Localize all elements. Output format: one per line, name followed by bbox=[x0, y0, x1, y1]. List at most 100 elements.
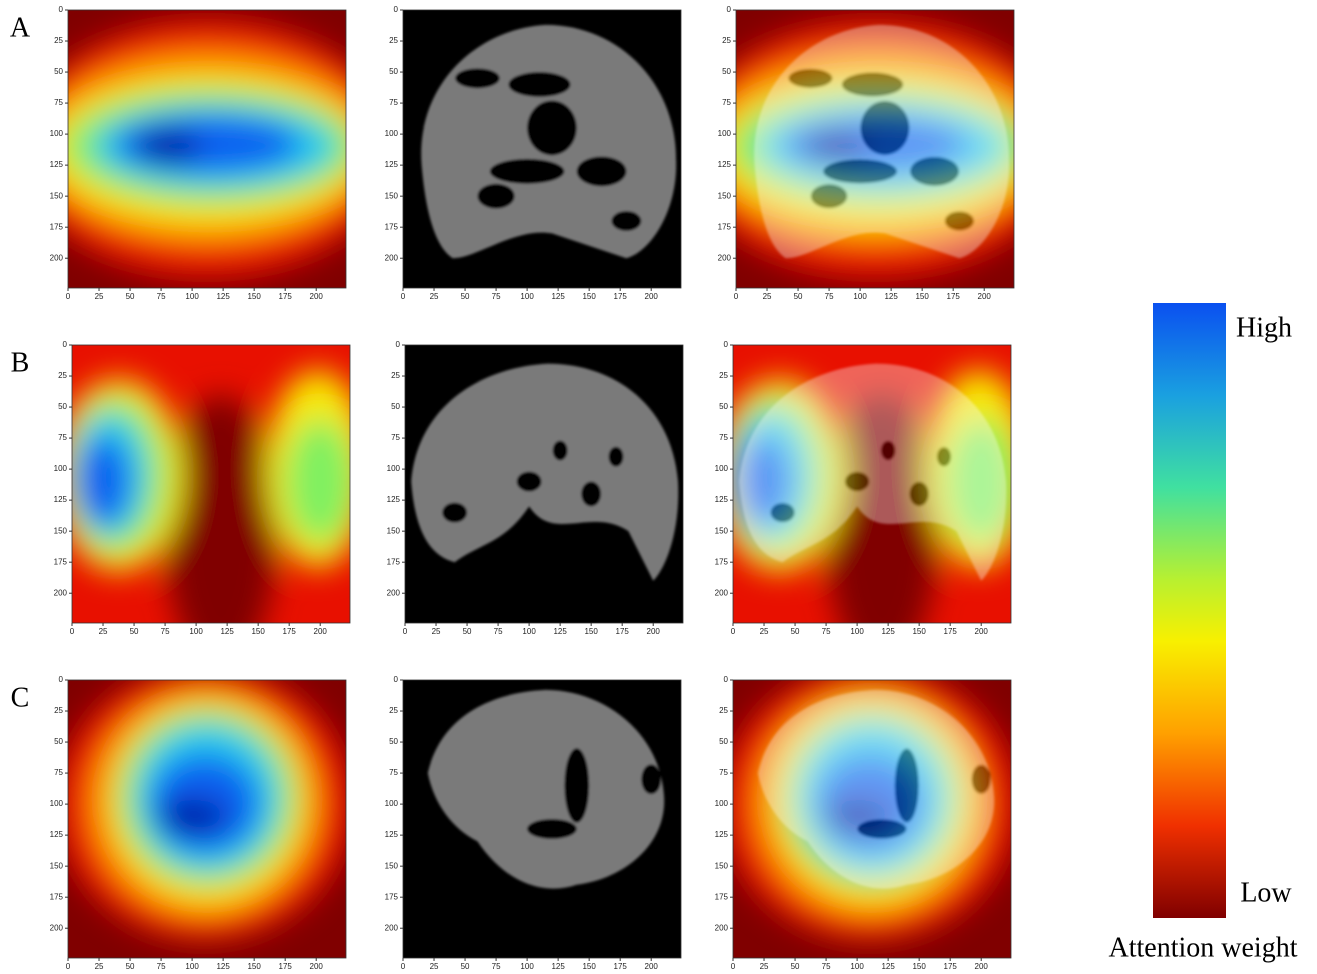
x-tick-label: 25 bbox=[430, 292, 439, 301]
x-tick-label: 175 bbox=[944, 627, 958, 636]
x-tick-label: 75 bbox=[157, 962, 166, 969]
image-panel: 0025255050757510010012512515015017517520… bbox=[50, 668, 354, 969]
x-tick-label: 50 bbox=[791, 627, 800, 636]
x-tick-label: 0 bbox=[66, 292, 71, 301]
y-tick-label: 125 bbox=[718, 160, 732, 169]
y-tick-label: 25 bbox=[722, 36, 731, 45]
x-tick-label: 75 bbox=[492, 962, 501, 969]
image-panel: 0025255050757510010012512515015017517520… bbox=[21, 5, 393, 301]
y-tick-label: 175 bbox=[715, 892, 729, 901]
y-tick-label: 175 bbox=[385, 222, 399, 231]
x-tick-label: 75 bbox=[494, 627, 503, 636]
y-tick-label: 200 bbox=[718, 253, 732, 262]
x-tick-label: 200 bbox=[975, 962, 989, 969]
x-tick-label: 75 bbox=[161, 627, 170, 636]
y-tick-label: 150 bbox=[385, 861, 399, 870]
x-tick-label: 50 bbox=[463, 627, 472, 636]
x-tick-label: 25 bbox=[430, 962, 439, 969]
y-tick-label: 75 bbox=[719, 433, 728, 442]
y-tick-label: 175 bbox=[718, 222, 732, 231]
y-tick-label: 0 bbox=[724, 675, 729, 684]
y-tick-label: 125 bbox=[54, 495, 68, 504]
y-tick-label: 150 bbox=[54, 526, 68, 535]
y-tick-label: 75 bbox=[54, 768, 63, 777]
x-tick-label: 175 bbox=[279, 292, 293, 301]
x-tick-label: 75 bbox=[157, 292, 166, 301]
x-tick-label: 175 bbox=[944, 962, 958, 969]
y-tick-label: 125 bbox=[385, 160, 399, 169]
x-tick-label: 200 bbox=[978, 292, 992, 301]
x-tick-label: 125 bbox=[553, 627, 567, 636]
y-tick-label: 50 bbox=[722, 67, 731, 76]
x-tick-label: 25 bbox=[99, 627, 108, 636]
x-tick-label: 100 bbox=[850, 962, 864, 969]
y-tick-label: 200 bbox=[715, 923, 729, 932]
x-tick-label: 0 bbox=[401, 292, 406, 301]
y-tick-label: 175 bbox=[50, 892, 64, 901]
y-tick-label: 100 bbox=[718, 129, 732, 138]
image-panel: 0025255050757510010012512515015017517520… bbox=[715, 668, 1019, 969]
x-tick-label: 100 bbox=[520, 962, 534, 969]
y-tick-label: 125 bbox=[50, 160, 64, 169]
y-tick-label: 175 bbox=[54, 557, 68, 566]
y-tick-label: 100 bbox=[715, 799, 729, 808]
y-tick-label: 75 bbox=[54, 98, 63, 107]
y-tick-label: 200 bbox=[387, 588, 401, 597]
x-tick-label: 100 bbox=[853, 292, 867, 301]
y-tick-label: 125 bbox=[385, 830, 399, 839]
x-tick-label: 25 bbox=[760, 962, 769, 969]
x-tick-label: 125 bbox=[220, 627, 234, 636]
image-panel: 0025255050757510010012512515015017517520… bbox=[54, 340, 370, 668]
x-tick-label: 200 bbox=[310, 292, 324, 301]
y-tick-label: 50 bbox=[391, 402, 400, 411]
y-tick-label: 25 bbox=[54, 36, 63, 45]
y-tick-label: 125 bbox=[715, 495, 729, 504]
x-tick-label: 50 bbox=[126, 962, 135, 969]
x-tick-label: 50 bbox=[791, 962, 800, 969]
x-tick-label: 50 bbox=[794, 292, 803, 301]
row-label: A bbox=[10, 12, 31, 43]
y-tick-label: 200 bbox=[50, 253, 64, 262]
y-tick-label: 175 bbox=[387, 557, 401, 566]
x-tick-label: 50 bbox=[461, 962, 470, 969]
x-tick-label: 175 bbox=[616, 627, 630, 636]
x-tick-label: 150 bbox=[912, 627, 926, 636]
y-tick-label: 100 bbox=[387, 464, 401, 473]
y-tick-label: 200 bbox=[385, 923, 399, 932]
x-tick-label: 125 bbox=[881, 962, 895, 969]
y-tick-label: 25 bbox=[719, 706, 728, 715]
x-tick-label: 0 bbox=[734, 292, 739, 301]
colorbar bbox=[1153, 303, 1226, 918]
x-tick-label: 175 bbox=[614, 962, 628, 969]
x-tick-label: 200 bbox=[647, 627, 661, 636]
image-panel: 0025255050757510010012512515015017517520… bbox=[715, 340, 1031, 668]
y-tick-label: 200 bbox=[715, 588, 729, 597]
x-tick-label: 25 bbox=[432, 627, 441, 636]
x-tick-label: 125 bbox=[884, 292, 898, 301]
y-tick-label: 25 bbox=[58, 371, 67, 380]
x-tick-label: 175 bbox=[283, 627, 297, 636]
y-tick-label: 150 bbox=[387, 526, 401, 535]
y-tick-label: 150 bbox=[50, 861, 64, 870]
y-tick-label: 150 bbox=[715, 526, 729, 535]
x-tick-label: 175 bbox=[947, 292, 961, 301]
y-tick-label: 0 bbox=[63, 340, 68, 349]
x-tick-label: 125 bbox=[216, 292, 230, 301]
y-tick-label: 50 bbox=[719, 402, 728, 411]
x-tick-label: 75 bbox=[825, 292, 834, 301]
x-tick-label: 175 bbox=[614, 292, 628, 301]
image-panel: 0025255050757510010012512515015017517520… bbox=[385, 5, 681, 301]
y-tick-label: 75 bbox=[389, 98, 398, 107]
y-tick-label: 100 bbox=[385, 129, 399, 138]
image-panel: 0025255050757510010012512515015017517520… bbox=[385, 675, 681, 969]
x-tick-label: 125 bbox=[551, 292, 565, 301]
y-tick-label: 25 bbox=[391, 371, 400, 380]
x-tick-label: 0 bbox=[403, 627, 408, 636]
y-tick-label: 100 bbox=[715, 464, 729, 473]
y-tick-label: 0 bbox=[59, 675, 64, 684]
x-tick-label: 150 bbox=[912, 962, 926, 969]
y-tick-label: 0 bbox=[724, 340, 729, 349]
x-tick-label: 125 bbox=[216, 962, 230, 969]
y-tick-label: 25 bbox=[389, 706, 398, 715]
x-tick-label: 100 bbox=[189, 627, 203, 636]
